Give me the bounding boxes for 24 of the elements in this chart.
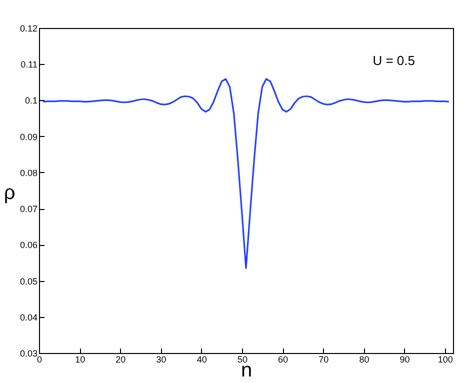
y-tick-label: 0.1: [24, 96, 38, 106]
y-tick-label: 0.08: [20, 168, 38, 178]
x-tick-label: 60: [278, 354, 288, 364]
x-tick-label: 90: [400, 354, 410, 364]
y-tick-label: 0.06: [20, 240, 38, 250]
x-tick-label: 80: [359, 354, 370, 364]
y-tick-label: 0.04: [20, 312, 38, 322]
y-tick-label: 0.09: [20, 132, 38, 142]
x-tick-label: 100: [438, 354, 453, 364]
x-tick-label: 0: [36, 354, 42, 364]
line-series: [42, 78, 450, 269]
y-axis-title: ρ: [4, 182, 16, 204]
x-tick-label: 10: [75, 354, 86, 364]
y-tick-label: 0.07: [20, 204, 38, 214]
x-tick-label: 70: [318, 354, 329, 364]
x-tick-label: 50: [237, 354, 248, 364]
y-tick-label: 0.05: [20, 276, 38, 286]
y-tick-label: 0.03: [20, 348, 38, 358]
x-tick-label: 20: [116, 354, 126, 364]
annotation: U = 0.5: [372, 53, 415, 68]
y-tick-label: 0.12: [20, 24, 38, 34]
y-tick-label: 0.11: [20, 60, 38, 70]
x-tick-label: 40: [196, 354, 207, 364]
x-tick-label: 30: [156, 354, 166, 364]
